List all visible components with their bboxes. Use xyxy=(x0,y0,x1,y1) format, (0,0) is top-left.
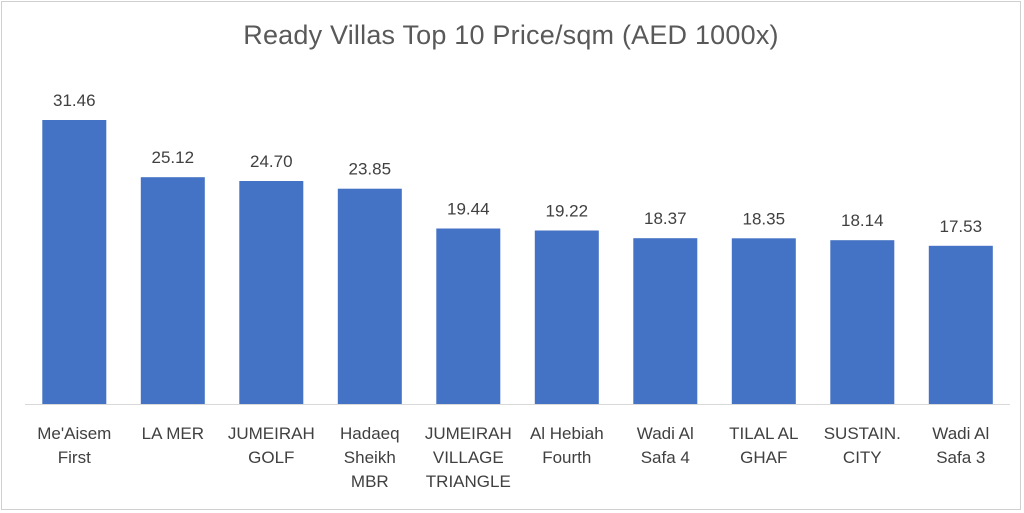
value-label-4: 23.85 xyxy=(349,160,392,179)
bar-5 xyxy=(436,228,501,404)
bar-10 xyxy=(928,245,993,404)
category-label-1: Me'Aisem First xyxy=(37,424,111,467)
category-label-7: Wadi Al Safa 4 xyxy=(637,424,694,467)
category-label-line: JUMEIRAH xyxy=(228,424,315,443)
category-label-2: LA MER xyxy=(142,424,204,443)
bar-3 xyxy=(239,181,304,404)
bar-9 xyxy=(830,240,895,404)
bar-1 xyxy=(42,120,107,404)
value-label-6: 19.22 xyxy=(546,202,589,221)
category-label-line: CITY xyxy=(843,448,882,467)
value-label-7: 18.37 xyxy=(644,209,687,228)
value-label-3: 24.70 xyxy=(250,152,293,171)
value-label-1: 31.46 xyxy=(53,91,96,110)
bar-7 xyxy=(633,238,698,404)
bar-4 xyxy=(337,188,402,404)
category-label-line: TILAL AL xyxy=(729,424,798,443)
category-label-line: Hadaeq xyxy=(340,424,400,443)
category-label-line: GOLF xyxy=(248,448,294,467)
category-label-line: Al Hebiah xyxy=(530,424,604,443)
category-label-line: Safa 4 xyxy=(641,448,690,467)
chart-title: Ready Villas Top 10 Price/sqm (AED 1000x… xyxy=(243,20,779,50)
category-labels-group: Me'Aisem First LA MER JUMEIRAH GOLF Hadaeq She… xyxy=(37,424,989,491)
category-label-line: JUMEIRAH xyxy=(425,424,512,443)
category-label-line: MBR xyxy=(351,472,389,491)
category-label-line: Fourth xyxy=(542,448,591,467)
bar-2 xyxy=(140,177,205,404)
category-label-3: JUMEIRAH GOLF xyxy=(228,424,315,467)
category-label-9: SUSTAIN. CITY xyxy=(824,424,901,467)
category-label-line: Sheikh xyxy=(344,448,396,467)
category-label-line: First xyxy=(58,448,91,467)
value-label-10: 17.53 xyxy=(940,217,983,236)
category-label-line: GHAF xyxy=(740,448,787,467)
category-label-line: SUSTAIN. xyxy=(824,424,901,443)
value-label-8: 18.35 xyxy=(743,209,786,228)
value-label-2: 25.12 xyxy=(152,148,195,167)
category-label-line: Safa 3 xyxy=(936,448,985,467)
category-label-4: Hadaeq Sheikh MBR xyxy=(340,424,400,491)
category-label-line: LA MER xyxy=(142,424,204,443)
category-label-line: TRIANGLE xyxy=(426,472,511,491)
category-label-line: Wadi Al xyxy=(932,424,989,443)
value-label-9: 18.14 xyxy=(841,211,884,230)
category-label-8: TILAL AL GHAF xyxy=(729,424,798,467)
value-label-5: 19.44 xyxy=(447,200,490,219)
category-label-line: Me'Aisem xyxy=(37,424,111,443)
value-labels-group: 31.46 25.12 24.70 23.85 19.44 19.22 18.37 18.35… xyxy=(53,91,982,236)
bars-group xyxy=(42,120,993,404)
category-label-10: Wadi Al Safa 3 xyxy=(932,424,989,467)
bar-6 xyxy=(534,230,599,404)
category-label-5: JUMEIRAH VILLAGE TRIANGLE xyxy=(425,424,512,491)
category-label-line: VILLAGE xyxy=(433,448,504,467)
category-label-6: Al Hebiah Fourth xyxy=(530,424,604,467)
bar-8 xyxy=(731,238,796,404)
category-label-line: Wadi Al xyxy=(637,424,694,443)
